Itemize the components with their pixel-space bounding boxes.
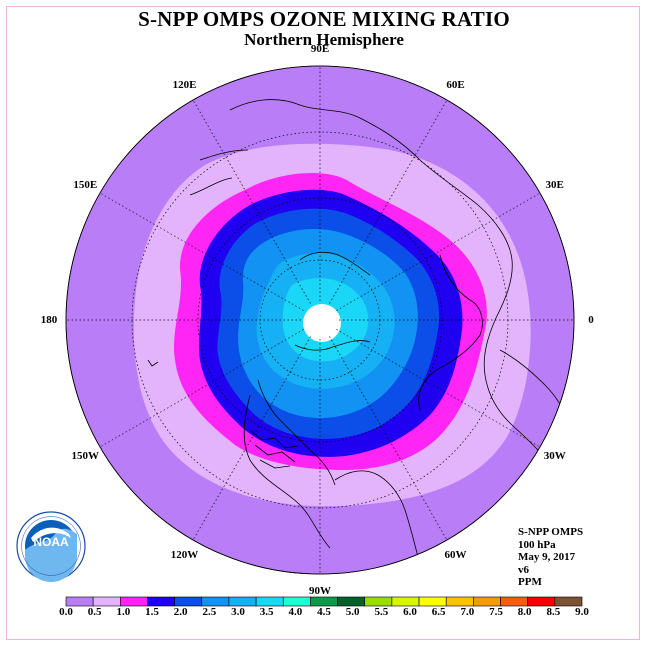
longitude-label: 120W: [170, 548, 199, 561]
longitude-label: 30W: [543, 449, 566, 462]
colorbar-tick-label: 4.0: [288, 606, 303, 618]
colorbar-swatch: [255, 596, 284, 607]
colorbar-swatch: [364, 596, 393, 607]
map-title: S-NPP OMPS OZONE MIXING RATIO: [138, 7, 510, 31]
longitude-label: 150E: [73, 178, 98, 191]
colorbar-tick-label: 9.0: [575, 606, 589, 618]
colorbar-tick-label: 2.0: [173, 606, 188, 618]
colorbar-tick-label: 4.5: [317, 606, 331, 618]
colorbar-tick-label: 6.5: [431, 606, 446, 618]
longitude-label: 60W: [444, 548, 467, 561]
colorbar-tick-label: 0.0: [59, 606, 73, 618]
longitude-label: 60E: [446, 79, 465, 92]
colorbar-tick-label: 5.0: [345, 606, 360, 618]
noaa-logo-text: NOAA: [33, 535, 69, 549]
info-line-instrument: S-NPP OMPS: [518, 526, 584, 538]
colorbar-tick-label: 1.5: [145, 606, 159, 618]
info-line-date: May 9, 2017: [518, 551, 576, 563]
meridian-line: [329, 336, 448, 541]
missing-data-polar-cap: [303, 304, 341, 342]
meridian-line: [99, 192, 304, 311]
colorbar-tick-label: 3.5: [259, 606, 274, 618]
colorbar-swatch: [337, 596, 366, 607]
longitude-label: 120E: [172, 79, 197, 92]
meridian-line: [336, 329, 541, 448]
colorbar: [65, 596, 583, 607]
parallels: [131, 131, 509, 509]
colorbar-swatch: [228, 596, 257, 607]
colorbar-tick-label: 7.0: [460, 606, 475, 618]
colorbar-tick-label: 6.0: [403, 606, 417, 618]
colorbar-tick-label: 7.5: [489, 606, 503, 618]
info-line-version: v6: [518, 563, 529, 576]
colorbar-swatch: [473, 596, 501, 607]
colorbar-tick-label: 2.5: [202, 606, 217, 618]
info-line-pressure: 100 hPa: [518, 538, 556, 551]
longitude-label: 30E: [545, 178, 564, 191]
longitude-label: 0: [588, 314, 594, 326]
meridian-line: [336, 192, 541, 311]
meridian-line: [192, 336, 311, 541]
colorbar-swatch: [391, 596, 420, 607]
figure-frame: [6, 6, 640, 640]
colorbar-swatch: [527, 596, 556, 607]
meridians: [66, 66, 574, 574]
colorbar-tick-label: 8.5: [546, 606, 561, 618]
colorbar-swatch: [147, 596, 175, 607]
colorbar-tick-label: 1.0: [116, 606, 131, 618]
colorbar-tick-label: 5.5: [374, 606, 389, 618]
info-block: S-NPP OMPS 100 hPa May 9, 2017 v6 PPM: [518, 526, 583, 589]
longitude-label: 90W: [309, 585, 331, 597]
colorbar-swatch: [554, 596, 583, 607]
colorbar-swatch: [500, 596, 528, 607]
colorbar-tick-label: 8.0: [517, 606, 532, 618]
colorbar-swatch: [174, 596, 203, 607]
colorbar-swatch: [282, 596, 311, 607]
meridian-line: [329, 99, 448, 304]
colorbar-swatch: [120, 596, 148, 607]
coastlines: [147, 99, 571, 566]
colorbar-swatch: [92, 596, 121, 607]
longitude-label: 180: [40, 314, 58, 326]
colorbar-swatch: [65, 596, 94, 607]
meridian-line: [192, 99, 311, 304]
colorbar-tick-label: 3.0: [231, 606, 245, 618]
longitude-label: 150W: [71, 449, 100, 462]
colorbar-swatch: [445, 596, 474, 607]
map-subtitle: Northern Hemisphere: [244, 30, 404, 49]
colorbar-swatch: [310, 596, 338, 607]
longitude-label: 90E: [310, 43, 330, 55]
colorbar-swatch: [201, 596, 230, 607]
info-line-units: PPM: [518, 576, 542, 588]
colorbar-swatch: [418, 596, 447, 607]
meridian-line: [99, 329, 304, 448]
colorbar-tick-label: 0.5: [87, 606, 102, 618]
noaa-logo: [16, 511, 86, 582]
